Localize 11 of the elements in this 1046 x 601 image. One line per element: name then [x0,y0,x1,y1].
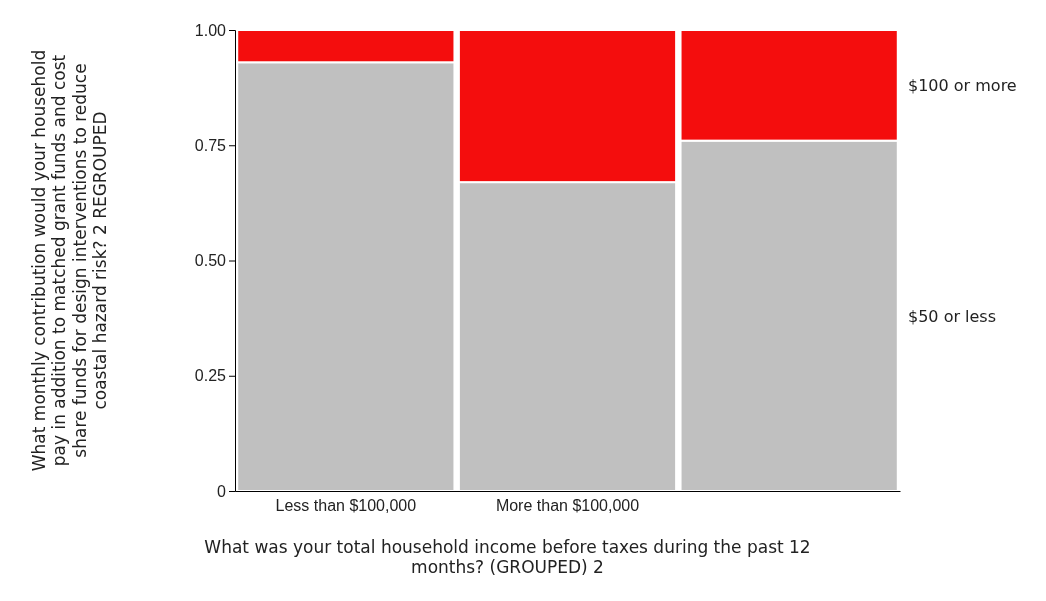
x-axis-title: What was your total household income before taxes during the past 12 months? (GROUPED) 2 [204,537,811,578]
series-label: $50 or less [908,306,997,326]
y-tick-label: 0.25 [194,367,227,385]
y-tick-label: 0.75 [194,136,227,154]
y-tick-label: 0 [217,482,227,500]
y-tick-label: 0.50 [194,252,227,270]
series-label: $100 or more [908,76,1017,96]
y-axis-title: What monthly contribution would your household pay in addition to matched grant funds and cost share funds for design interventions to reduce coastal hazard risk? 2 REGROUPED [29,49,111,472]
x-tick-label: More than $100,000 [495,497,640,515]
x-tick-label: Less than $100,000 [275,497,417,515]
y-tick-label: 1.00 [194,21,227,39]
